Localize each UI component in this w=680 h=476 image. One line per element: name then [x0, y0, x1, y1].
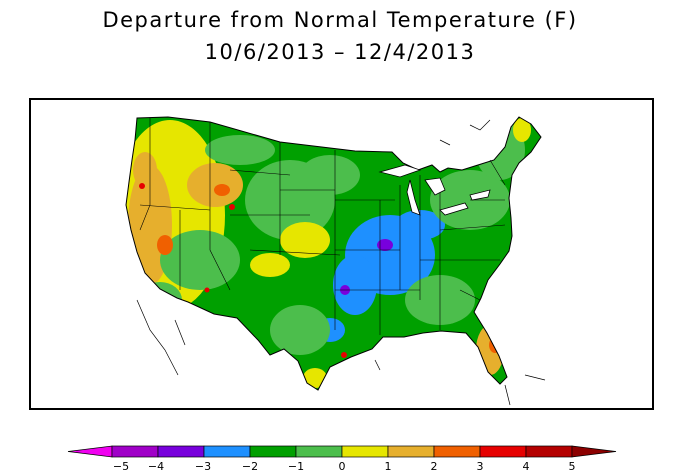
legend-color-box	[479, 445, 527, 458]
legend-color-segments	[67, 445, 617, 458]
legend-color-box	[203, 445, 251, 458]
great-lakes	[378, 164, 491, 216]
state-boundaries	[139, 118, 506, 335]
legend-arrow-low	[67, 445, 113, 458]
legend-tick: 4	[523, 460, 530, 473]
legend-tick: 5	[569, 460, 576, 473]
legend-tick: 1	[385, 460, 392, 473]
legend-color-box	[387, 445, 435, 458]
legend-color-box	[295, 445, 343, 458]
legend-tick: −3	[195, 460, 211, 473]
legend-tick-labels: −5 −4 −3 −2 −1 0 1 2 3 4 5	[113, 460, 576, 473]
legend-tick: −5	[113, 460, 129, 473]
legend-color-box	[525, 445, 573, 458]
legend-tick: −2	[242, 460, 258, 473]
legend-tick: −1	[288, 460, 304, 473]
legend-tick: −4	[148, 460, 164, 473]
legend-color-box	[433, 445, 481, 458]
legend-arrow-high	[571, 445, 617, 458]
map-frame	[29, 98, 654, 410]
legend-tick: 0	[339, 460, 346, 473]
legend-color-box	[341, 445, 389, 458]
legend-color-box	[111, 445, 159, 458]
legend-tick: 2	[431, 460, 438, 473]
map-title: Departure from Normal Temperature (F)	[102, 8, 578, 32]
legend-color-box	[249, 445, 297, 458]
surrounding-coastlines	[136, 119, 546, 406]
map-subtitle: 10/6/2013 – 12/4/2013	[204, 40, 476, 64]
legend-color-box	[157, 445, 205, 458]
legend-tick: 3	[477, 460, 484, 473]
